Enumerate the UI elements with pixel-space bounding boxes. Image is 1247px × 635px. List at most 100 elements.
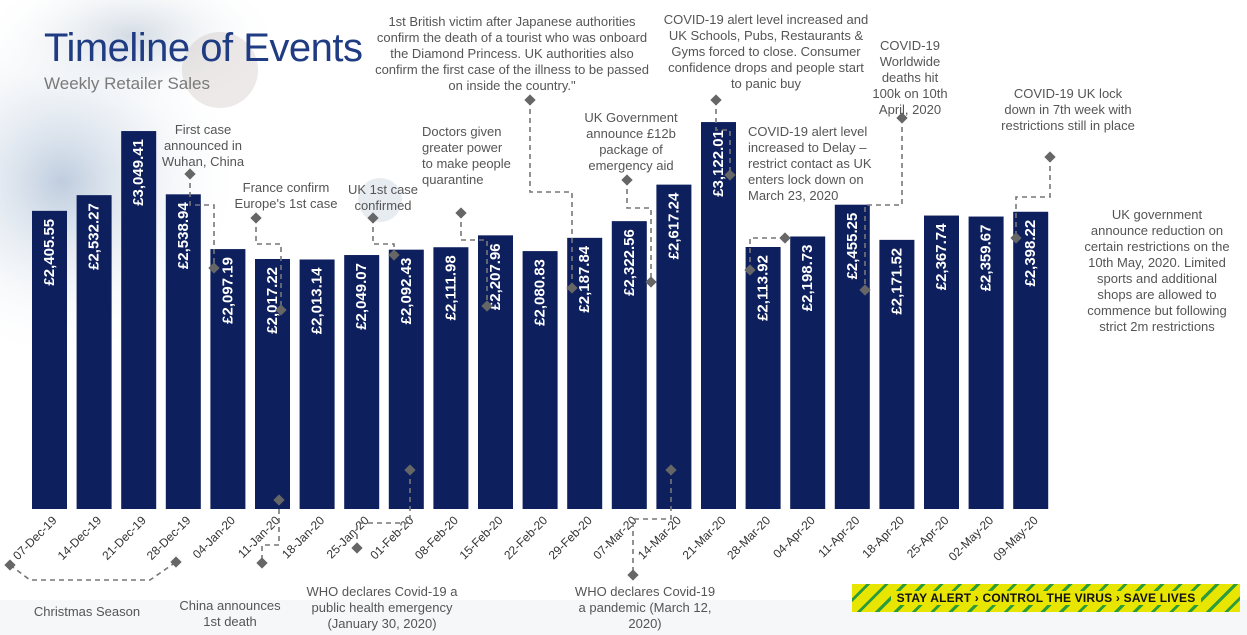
annotation-christmas: Christmas Season: [33, 604, 141, 619]
bar: [388, 249, 424, 509]
annotation-marker: [645, 276, 657, 288]
x-tick-label: 14-Dec-19: [55, 513, 105, 563]
bar-value-label: £2,367.74: [933, 223, 950, 290]
annotation-who-emergency: WHO declares Covid-19 a public health em…: [306, 584, 458, 631]
bar-value-label: £2,013.14: [309, 267, 326, 334]
x-tick-label: 25-Jan-20: [324, 513, 372, 561]
x-tick-label: 22-Feb-20: [501, 513, 550, 562]
annotation-marker: [566, 282, 578, 294]
x-tick-label: 18-Apr-20: [859, 513, 907, 561]
x-tick-label: 14-Mar-20: [635, 513, 684, 562]
annotation-marker: [621, 174, 633, 186]
annotation-worldwide-100k: COVID-19 Worldwide deaths hit 100k on 10…: [872, 38, 948, 117]
bar-value-label: £2,097.19: [219, 257, 236, 324]
annotation-british-victim: 1st British victim after Japanese author…: [375, 14, 649, 93]
annotation-connector: [9, 561, 177, 581]
bar: [76, 195, 112, 510]
bar-value-label: £2,049.07: [353, 263, 370, 330]
annotation-lockdown-7th: COVID-19 UK lock down in 7th week with r…: [1001, 86, 1135, 133]
annotation-alert-increased: COVID-19 alert level increased and UK Sc…: [663, 12, 869, 91]
bar-value-label: £2,405.55: [41, 219, 58, 286]
annotation-marker: [744, 264, 756, 276]
annotation-connector: [632, 470, 672, 575]
bar: [611, 221, 647, 510]
x-tick-label: 21-Mar-20: [680, 513, 729, 562]
annotation-marker: [367, 212, 379, 224]
annotation-marker: [388, 249, 400, 261]
stay-alert-banner: STAY ALERT › CONTROL THE VIRUS › SAVE LI…: [852, 584, 1240, 612]
bar: [701, 122, 736, 510]
annotation-connector: [460, 213, 488, 306]
bar: [656, 184, 692, 510]
annotation-marker: [351, 542, 363, 554]
bar-value-label: £2,171.52: [888, 248, 905, 315]
annotation-marker: [250, 212, 262, 224]
annotation-marker: [275, 304, 287, 316]
bar: [433, 247, 469, 509]
annotation-marker: [481, 300, 493, 312]
annotation-marker: [710, 94, 722, 106]
annotation-marker: [1010, 232, 1022, 244]
bar-value-label: £2,617.24: [665, 192, 682, 259]
annotation-uk-gov-12b: UK Government announce £12b package of e…: [584, 110, 678, 173]
bar: [834, 204, 870, 509]
annotation-france: France confirm Europe's 1st case: [234, 180, 338, 211]
x-tick-label: 29-Feb-20: [546, 513, 595, 562]
annotation-connector: [1015, 157, 1051, 238]
x-tick-label: 21-Dec-19: [99, 513, 149, 563]
bar-value-label: £2,532.27: [86, 203, 103, 270]
bar: [478, 235, 513, 509]
x-tick-label: 02-May-20: [946, 513, 997, 564]
bar-value-label: £2,113.92: [755, 255, 772, 321]
x-tick-label: 04-Jan-20: [190, 513, 238, 561]
annotation-first-case: First case announced in Wuhan, China: [161, 122, 245, 169]
bar-value-label: £2,207.96: [487, 243, 504, 310]
bar: [255, 258, 290, 509]
bar: [32, 210, 67, 509]
x-tick-label: 01-Feb-20: [367, 513, 416, 562]
bar-value-label: £2,187.84: [576, 245, 593, 312]
bar: [210, 249, 246, 509]
bar-value-label: £2,455.25: [844, 213, 861, 280]
x-tick-label: 28-Dec-19: [144, 513, 194, 563]
annotation-china-death: China announces 1st death: [179, 598, 281, 629]
bar-value-label: £2,080.83: [532, 259, 549, 326]
bar-value-label: £2,398.22: [1022, 220, 1039, 287]
annotation-marker: [1044, 151, 1056, 163]
annotation-connector: [372, 218, 395, 255]
bar: [924, 215, 959, 509]
bar: [567, 237, 603, 509]
annotation-doctors: Doctors given greater power to make peop…: [422, 124, 511, 187]
annotation-connector: [715, 100, 731, 175]
bar: [790, 236, 826, 510]
annotation-marker: [170, 556, 182, 568]
annotation-marker: [404, 464, 416, 476]
x-tick-label: 09-May-20: [990, 513, 1041, 564]
bar-value-label: £2,359.67: [978, 225, 995, 292]
bar: [344, 255, 380, 509]
page-subtitle: Weekly Retailer Sales: [44, 74, 210, 93]
bar: [121, 131, 157, 509]
annotation-marker: [256, 557, 268, 569]
x-tick-label: 04-Apr-20: [770, 513, 818, 561]
annotation-connector: [261, 500, 280, 563]
annotation-marker: [184, 168, 196, 180]
x-tick-label: 07-Mar-20: [590, 513, 639, 562]
bar-value-label: £2,198.73: [799, 244, 816, 311]
annotation-marker: [724, 169, 736, 181]
bar: [1013, 211, 1049, 510]
annotation-alert-delay: COVID-19 alert level increased to Delay …: [748, 124, 872, 203]
annotation-marker: [208, 262, 220, 274]
bar: [165, 194, 201, 509]
x-tick-label: 08-Feb-20: [412, 513, 461, 562]
annotation-marker: [273, 494, 285, 506]
x-tick-label: 07-Dec-19: [10, 513, 60, 563]
annotation-marker: [524, 94, 536, 106]
annotation-marker: [627, 569, 639, 581]
annotation-connector: [626, 180, 652, 282]
annotation-reduction: UK government announce reduction on cert…: [1084, 207, 1230, 334]
annotation-uk-first: UK 1st case confirmed: [347, 182, 419, 213]
annotation-connector: [864, 118, 903, 290]
annotation-marker: [4, 559, 16, 571]
